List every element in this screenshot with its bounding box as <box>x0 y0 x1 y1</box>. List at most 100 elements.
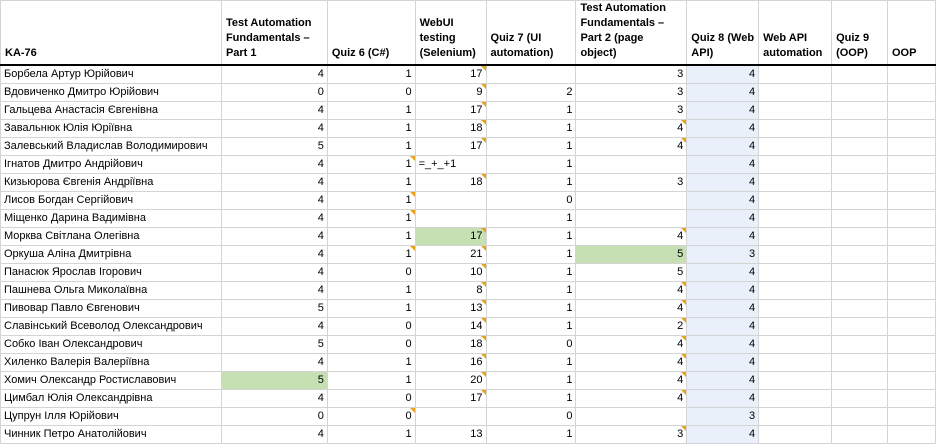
score-cell-c4[interactable]: 1 <box>485 119 577 138</box>
score-cell-c2[interactable]: 1 <box>326 64 416 84</box>
score-cell-c2[interactable]: 1 <box>326 101 416 120</box>
score-cell-c6[interactable]: 4 <box>686 281 760 300</box>
empty-cell[interactable] <box>887 407 936 426</box>
score-cell-c4[interactable]: 1 <box>485 353 577 372</box>
student-name-cell[interactable]: Ігнатов Дмитро Андрійович <box>0 155 222 174</box>
score-cell-c2[interactable]: 0 <box>326 335 416 354</box>
score-cell-c6[interactable]: 3 <box>686 407 760 426</box>
score-cell-c5[interactable]: 4 <box>575 119 688 138</box>
empty-cell[interactable] <box>831 371 888 390</box>
empty-cell[interactable] <box>887 317 936 336</box>
empty-cell[interactable] <box>758 173 833 192</box>
score-cell-c4[interactable] <box>485 64 577 84</box>
empty-cell[interactable] <box>831 353 888 372</box>
empty-cell[interactable] <box>887 119 936 138</box>
student-name-cell[interactable]: Оркуша Аліна Дмитрівна <box>0 245 222 264</box>
score-cell-c4[interactable]: 2 <box>485 83 577 102</box>
score-cell-c3[interactable] <box>414 191 487 210</box>
score-cell-c5[interactable]: 4 <box>575 281 688 300</box>
score-cell-c3[interactable]: 8 <box>414 281 487 300</box>
score-cell-c3[interactable]: 17 <box>414 227 487 246</box>
score-cell-c4[interactable]: 1 <box>485 263 577 282</box>
student-name-cell[interactable]: Морква Світлана Олегівна <box>0 227 222 246</box>
score-cell-c6[interactable]: 4 <box>686 173 760 192</box>
score-cell-c4[interactable]: 1 <box>485 299 577 318</box>
empty-cell[interactable] <box>758 155 833 174</box>
score-cell-c2[interactable]: 1 <box>326 119 416 138</box>
empty-cell[interactable] <box>831 263 888 282</box>
empty-cell[interactable] <box>887 191 936 210</box>
student-name-cell[interactable]: Пашнева Ольга Миколаївна <box>0 281 222 300</box>
empty-cell[interactable] <box>887 137 936 156</box>
score-cell-c4[interactable]: 1 <box>485 173 577 192</box>
score-cell-c6[interactable]: 4 <box>686 227 760 246</box>
score-cell-c6[interactable]: 4 <box>686 101 760 120</box>
empty-cell[interactable] <box>831 281 888 300</box>
score-cell-c3[interactable]: 13 <box>414 299 487 318</box>
empty-cell[interactable] <box>758 191 833 210</box>
empty-cell[interactable] <box>887 101 936 120</box>
score-cell-c5[interactable]: 2 <box>575 317 688 336</box>
student-name-cell[interactable]: Панасюк Ярослав Ігорович <box>0 263 222 282</box>
empty-cell[interactable] <box>831 425 888 444</box>
score-cell-c3[interactable]: 18 <box>414 335 487 354</box>
score-cell-c5[interactable]: 4 <box>575 335 688 354</box>
score-cell-c2[interactable]: 0 <box>326 83 416 102</box>
empty-cell[interactable] <box>758 83 833 102</box>
empty-cell[interactable] <box>887 83 936 102</box>
score-cell-c5[interactable]: 4 <box>575 137 688 156</box>
score-cell-c3[interactable] <box>414 407 487 426</box>
empty-cell[interactable] <box>887 173 936 192</box>
empty-cell[interactable] <box>831 335 888 354</box>
empty-cell[interactable] <box>831 407 888 426</box>
score-cell-c4[interactable]: 1 <box>485 155 577 174</box>
score-cell-c2[interactable]: 0 <box>326 263 416 282</box>
empty-cell[interactable] <box>831 317 888 336</box>
header-cell-oop[interactable]: OOP <box>887 0 936 66</box>
empty-cell[interactable] <box>758 227 833 246</box>
score-cell-c4[interactable]: 1 <box>485 425 577 444</box>
empty-cell[interactable] <box>831 119 888 138</box>
header-cell-group[interactable]: KA-76 <box>0 0 222 66</box>
score-cell-c1[interactable]: 0 <box>220 407 328 426</box>
student-name-cell[interactable]: Хиленко Валерія Валеріївна <box>0 353 222 372</box>
header-cell-quiz9[interactable]: Quiz 9 (OOP) <box>831 0 888 66</box>
score-cell-c3[interactable]: 10 <box>414 263 487 282</box>
score-cell-c5[interactable]: 3 <box>575 64 688 84</box>
score-cell-c5[interactable] <box>575 407 688 426</box>
score-cell-c2[interactable]: 1 <box>326 299 416 318</box>
empty-cell[interactable] <box>831 137 888 156</box>
empty-cell[interactable] <box>887 245 936 264</box>
score-cell-c1[interactable]: 4 <box>220 317 328 336</box>
score-cell-c1[interactable]: 4 <box>220 227 328 246</box>
header-cell-tafp1[interactable]: Test Automation Fundamentals – Part 1 <box>220 0 328 66</box>
student-name-cell[interactable]: Славінський Всеволод Олександрович <box>0 317 222 336</box>
score-cell-c1[interactable]: 4 <box>220 64 328 84</box>
empty-cell[interactable] <box>887 389 936 408</box>
score-cell-c6[interactable]: 4 <box>686 209 760 228</box>
empty-cell[interactable] <box>887 209 936 228</box>
score-cell-c5[interactable]: 4 <box>575 353 688 372</box>
empty-cell[interactable] <box>758 425 833 444</box>
score-cell-c2[interactable]: 1 <box>326 353 416 372</box>
score-cell-c6[interactable]: 4 <box>686 425 760 444</box>
score-cell-c3[interactable] <box>414 209 487 228</box>
empty-cell[interactable] <box>758 64 833 84</box>
score-cell-c4[interactable]: 1 <box>485 281 577 300</box>
score-cell-c4[interactable]: 0 <box>485 191 577 210</box>
score-cell-c4[interactable]: 0 <box>485 407 577 426</box>
score-cell-c1[interactable]: 4 <box>220 209 328 228</box>
score-cell-c5[interactable] <box>575 209 688 228</box>
score-cell-c5[interactable]: 3 <box>575 173 688 192</box>
student-name-cell[interactable]: Кизьюрова Євгенія Андріївна <box>0 173 222 192</box>
score-cell-c4[interactable]: 1 <box>485 371 577 390</box>
empty-cell[interactable] <box>831 299 888 318</box>
score-cell-c1[interactable]: 5 <box>220 371 328 390</box>
score-cell-c1[interactable]: 5 <box>220 137 328 156</box>
empty-cell[interactable] <box>758 317 833 336</box>
empty-cell[interactable] <box>887 155 936 174</box>
empty-cell[interactable] <box>887 299 936 318</box>
student-name-cell[interactable]: Залевський Владислав Володимирович <box>0 137 222 156</box>
empty-cell[interactable] <box>758 119 833 138</box>
score-cell-c4[interactable]: 1 <box>485 245 577 264</box>
